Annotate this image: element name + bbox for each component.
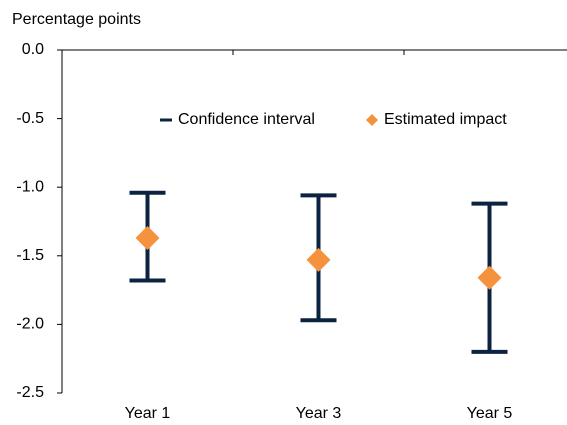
y-tick-label: 0.0	[22, 41, 44, 58]
x-tick-label: Year 1	[125, 405, 171, 422]
y-tick-label: -2.5	[16, 384, 44, 401]
y-tick-label: -1.5	[16, 247, 44, 264]
x-tick-label: Year 5	[467, 405, 513, 422]
y-axis-label: Percentage points	[12, 11, 141, 28]
legend-label: Estimated impact	[384, 111, 507, 128]
estimate-marker	[477, 265, 502, 290]
legend-label: Confidence interval	[178, 111, 315, 128]
estimate-marker	[135, 225, 160, 250]
legend-swatch	[366, 114, 378, 126]
estimate-marker	[306, 247, 331, 272]
y-tick-label: -1.0	[16, 178, 44, 195]
y-tick-label: -2.0	[16, 316, 44, 333]
y-tick-label: -0.5	[16, 110, 44, 127]
x-tick-label: Year 3	[296, 405, 342, 422]
